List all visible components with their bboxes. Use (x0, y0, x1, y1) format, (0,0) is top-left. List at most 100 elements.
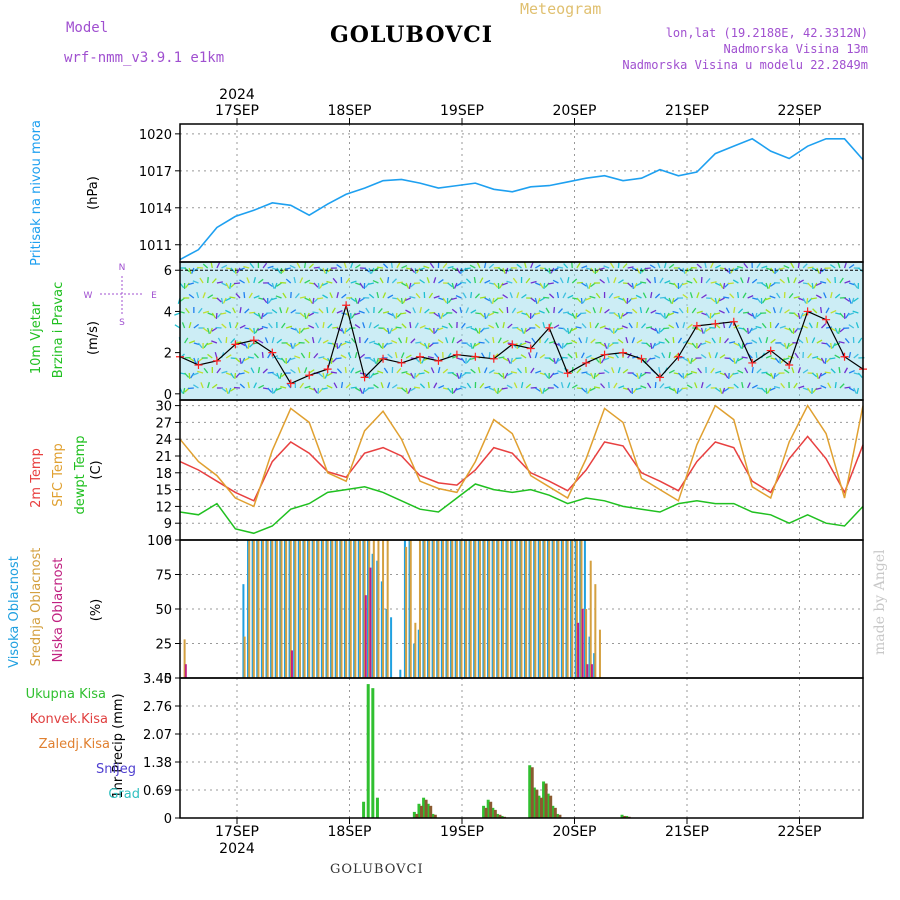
wind-barb (644, 371, 651, 374)
wind-barb (341, 293, 347, 299)
wind-barb (196, 292, 200, 299)
cloud_mid-bar (557, 540, 560, 678)
rain_conv-bar (553, 807, 557, 818)
wind-barb (470, 342, 473, 349)
wind-barb (545, 307, 550, 314)
wind-barb (761, 282, 767, 287)
wind-speed-marker (526, 344, 535, 353)
dewpt-line (179, 483, 864, 535)
wind-barb (297, 367, 301, 374)
wind-barb (340, 327, 345, 334)
wind-barb (258, 384, 265, 389)
wind-barb (280, 385, 287, 389)
wind-barb (217, 337, 223, 344)
wind-speed-marker (415, 352, 424, 361)
wind-barb (345, 277, 351, 284)
wind-barb (448, 322, 453, 329)
cloud_mid-bar (460, 540, 463, 678)
wind-barb (202, 310, 210, 314)
wind-barb (455, 295, 462, 299)
wind-barb (410, 372, 415, 379)
wind-barb (566, 342, 573, 345)
wind-barb (815, 282, 822, 287)
wind-barb (722, 282, 726, 290)
cloud_high-bar (274, 540, 277, 678)
wind-barb (299, 312, 305, 318)
rain_total-bar (417, 803, 421, 818)
wind-barb (453, 282, 458, 289)
rain_total-bar (375, 797, 379, 818)
wind-barb (723, 387, 730, 392)
wind-barb (181, 322, 186, 329)
wind-barb (553, 357, 556, 364)
wind-barb (847, 312, 854, 316)
wind-barb (438, 297, 445, 301)
wind-barb (423, 342, 428, 349)
wind-barb (362, 322, 366, 329)
wind-barb (377, 370, 384, 374)
wind-barb (556, 291, 560, 299)
wind-barb (234, 322, 239, 329)
cloud_mid-bar (511, 540, 514, 678)
wind-barb (633, 282, 638, 289)
wind-barb (530, 367, 535, 374)
wind-barb (497, 387, 500, 395)
wind-barb (196, 357, 200, 364)
cloud_high-bar (339, 540, 342, 678)
cloud_high-bar (519, 540, 522, 678)
cloud_mid-bar (465, 540, 468, 678)
wind-barb (187, 282, 195, 286)
wind-barb (824, 357, 827, 365)
cloud_mid-bar (349, 540, 352, 678)
wind-barb (460, 385, 467, 389)
wind-barb (539, 353, 546, 359)
wind-barb (336, 342, 339, 350)
wind-barb (447, 265, 454, 269)
wind-barb (618, 297, 625, 301)
wind-barb (333, 382, 338, 389)
temp-tick-label: 15 (155, 484, 172, 499)
wind-barb (271, 372, 278, 377)
wind-barb (215, 312, 218, 320)
wind-barb (691, 307, 697, 314)
wind-barb (661, 352, 666, 359)
cloud_mid-bar (552, 540, 555, 678)
wind-barb (773, 385, 781, 389)
wind-barb (589, 295, 596, 299)
wind-barb (798, 279, 804, 284)
cloud_mid-bar (446, 540, 449, 678)
wind-barb (373, 357, 377, 364)
wind-barb (524, 340, 531, 344)
wind-barb (355, 264, 361, 269)
wind-barb (303, 312, 307, 320)
wind-barb (415, 292, 421, 299)
wind-barb (857, 337, 863, 344)
wind-barb (603, 357, 610, 361)
cloud_mid-bar (571, 540, 574, 678)
wind-barb (525, 312, 531, 319)
wind-barb (414, 357, 421, 363)
wind-barb (428, 292, 434, 299)
temp-tick-label: 12 (155, 500, 172, 515)
cloud_mid-bar (294, 540, 297, 678)
rain_conv-bar (429, 805, 433, 818)
cloud-high-axis-label: Visoka Oblacnost (7, 556, 22, 668)
wind-barb (202, 292, 206, 299)
wind-barb (622, 368, 629, 374)
wind-barb (308, 387, 316, 391)
wind-barb (613, 295, 620, 299)
wind-barb (811, 282, 814, 290)
wind-speed-marker (619, 348, 628, 357)
wind-barb (313, 282, 319, 288)
wind-barb (284, 267, 291, 270)
cloud_high-bar (436, 540, 439, 678)
wind-barb (354, 324, 361, 329)
wind-barb (555, 357, 560, 364)
wind-barb (380, 382, 384, 389)
wind-barb (220, 312, 227, 315)
wind-barb (654, 342, 661, 347)
top-date-label: 19SEP (440, 103, 484, 119)
cloud_high-bar (533, 540, 536, 678)
wind-barb (456, 372, 460, 379)
wind-barb (843, 367, 849, 374)
